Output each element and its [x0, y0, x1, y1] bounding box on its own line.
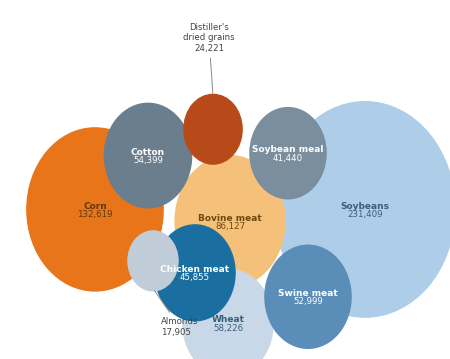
- Circle shape: [265, 245, 351, 348]
- Text: Swine meat: Swine meat: [278, 289, 338, 298]
- Circle shape: [184, 94, 242, 164]
- Text: Corn: Corn: [83, 201, 107, 211]
- Circle shape: [275, 102, 450, 317]
- Text: 231,409: 231,409: [347, 210, 383, 219]
- Text: Cotton: Cotton: [131, 148, 165, 157]
- Circle shape: [175, 156, 285, 287]
- Text: 41,440: 41,440: [273, 154, 303, 163]
- Circle shape: [250, 108, 326, 199]
- Text: Bovine meat: Bovine meat: [198, 214, 262, 223]
- Text: Almonds
17,905: Almonds 17,905: [155, 291, 198, 336]
- Text: Distiller's
dried grains
24,221: Distiller's dried grains 24,221: [183, 23, 235, 93]
- Text: 52,999: 52,999: [293, 297, 323, 306]
- Text: Soybean meal: Soybean meal: [252, 145, 324, 154]
- Circle shape: [183, 269, 273, 359]
- Text: 86,127: 86,127: [215, 222, 245, 231]
- Text: Soybeans: Soybeans: [341, 201, 390, 211]
- Text: 58,226: 58,226: [213, 323, 243, 333]
- Text: 45,855: 45,855: [180, 273, 210, 283]
- Circle shape: [155, 225, 235, 321]
- Text: Chicken meat: Chicken meat: [161, 265, 230, 274]
- Text: 132,619: 132,619: [77, 210, 113, 219]
- Text: 54,399: 54,399: [133, 156, 163, 165]
- Circle shape: [104, 103, 192, 208]
- Text: Wheat: Wheat: [212, 315, 244, 324]
- Circle shape: [128, 231, 178, 291]
- Circle shape: [27, 128, 163, 291]
